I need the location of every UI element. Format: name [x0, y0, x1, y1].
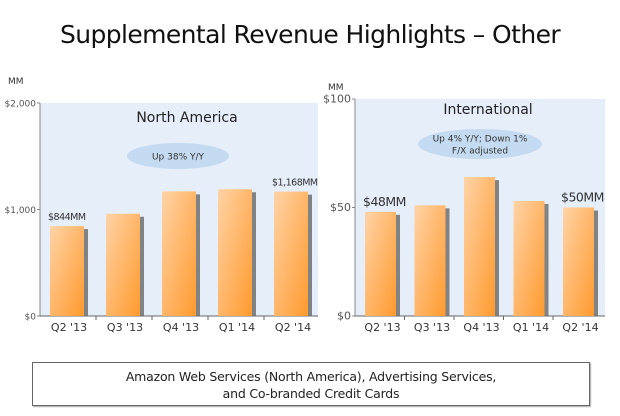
- y-tick-label: $100: [323, 93, 351, 106]
- callout-ellipse: [127, 143, 229, 169]
- y-unit-label: MM: [328, 83, 344, 93]
- x-tick-label: Q1 '14: [513, 321, 549, 334]
- x-tick-label: Q2 '14: [275, 321, 311, 334]
- footer-line-2: and Co-branded Credit Cards: [222, 386, 400, 401]
- callout-text: F/X adjusted: [452, 147, 508, 157]
- callout-ellipse: [418, 129, 542, 159]
- y-unit-label: MM: [8, 77, 24, 87]
- x-tick-label: Q1 '14: [219, 321, 255, 334]
- footer-line-1: Amazon Web Services (North America), Adv…: [125, 369, 497, 384]
- data-label: $844MM: [48, 212, 86, 223]
- bar: [50, 226, 84, 316]
- bar: [365, 211, 396, 316]
- chart-title: North America: [136, 110, 237, 126]
- callout-text: Up 4% Y/Y; Down 1%: [433, 135, 528, 145]
- x-tick-label: Q2 '13: [51, 321, 87, 334]
- y-tick-label: $0: [25, 313, 37, 323]
- x-tick-label: Q2 '13: [364, 321, 400, 334]
- x-tick-label: Q4 '13: [163, 321, 199, 334]
- bar: [106, 213, 140, 316]
- north-america-chart: MM $0 $1,000 $2,000 Q2 '13 Q3 '13 Q4 '13 Q1 '14…: [5, 77, 319, 334]
- bar: [464, 177, 495, 316]
- footer-note-box: Amazon Web Services (North America), Adv…: [32, 362, 590, 406]
- x-tick-label: Q4 '13: [463, 321, 499, 334]
- bar: [563, 207, 594, 316]
- bar: [513, 200, 545, 316]
- x-tick-label: Q2 '14: [562, 321, 598, 334]
- bar: [414, 205, 446, 316]
- y-tick-label: $50: [330, 201, 351, 214]
- x-tick-label: Q3 '13: [107, 321, 143, 334]
- callout-text: Up 38% Y/Y: [152, 153, 205, 163]
- bar: [218, 189, 252, 316]
- data-label: $48MM: [363, 194, 406, 209]
- slide-title: Supplemental Revenue Highlights – Other: [59, 20, 561, 49]
- data-label: $1,168MM: [272, 178, 318, 189]
- chart-title: International: [443, 102, 532, 118]
- international-chart: MM $0 $50 $100 Q2 '13 Q3 '13 Q4 '13 Q1 '14 Q2 '1…: [323, 83, 605, 334]
- bar: [274, 191, 308, 316]
- data-label: $50MM: [561, 190, 604, 205]
- y-tick-label: $0: [337, 310, 351, 323]
- y-tick-label: $2,000: [5, 100, 37, 110]
- y-tick-label: $1,000: [5, 206, 37, 216]
- bar: [162, 191, 196, 316]
- x-tick-label: Q3 '13: [414, 321, 450, 334]
